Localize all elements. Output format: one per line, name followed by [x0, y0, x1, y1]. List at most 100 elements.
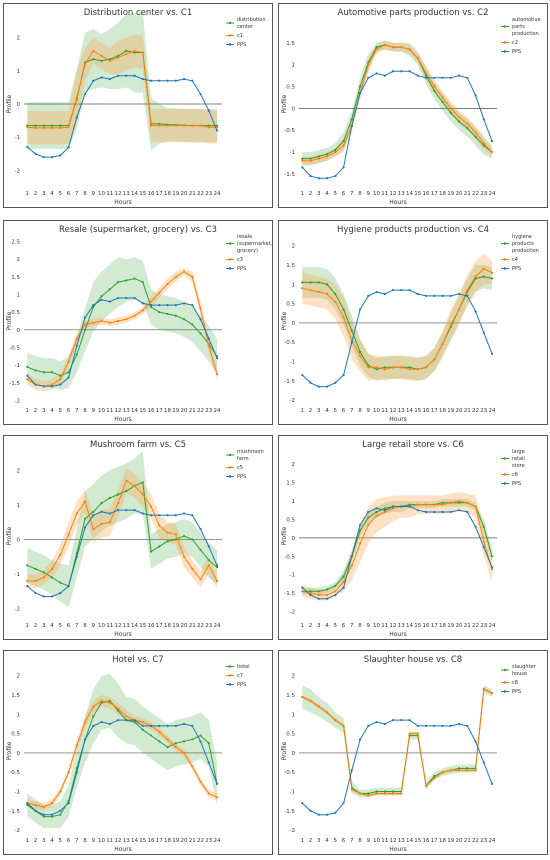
legend-label: automotive	[512, 17, 541, 23]
data-point	[358, 354, 362, 357]
chart-svg: Slaughter house vs. C8-2-1.5-1-0.500.511…	[281, 655, 537, 853]
data-point	[133, 49, 136, 52]
x-tick-label: 10	[373, 191, 380, 197]
data-point	[441, 771, 444, 774]
data-point	[158, 122, 161, 126]
data-point	[350, 788, 353, 791]
data-point	[50, 126, 54, 130]
x-tick-label: 14	[406, 623, 413, 629]
x-tick-label: 21	[189, 408, 196, 414]
x-tick-label: 11	[106, 191, 113, 197]
data-point	[309, 159, 312, 162]
data-point	[75, 555, 78, 558]
data-point	[199, 548, 202, 551]
data-point	[108, 59, 111, 62]
band-green	[302, 265, 492, 381]
data-point	[358, 85, 362, 88]
data-point	[166, 738, 169, 741]
data-point	[466, 289, 469, 292]
data-point	[490, 782, 494, 785]
y-tick-label: -1	[290, 573, 295, 579]
data-point	[149, 305, 153, 308]
data-point	[449, 294, 452, 298]
data-point	[141, 481, 144, 484]
data-point	[141, 493, 144, 496]
data-point	[67, 146, 70, 149]
x-tick-label: 8	[83, 191, 87, 197]
data-point	[416, 509, 419, 512]
x-tick-label: 8	[358, 191, 362, 197]
legend-label: mushroom	[237, 449, 264, 455]
x-tick-label: 20	[181, 191, 188, 197]
data-point	[199, 734, 202, 737]
data-point	[125, 479, 128, 482]
data-point	[34, 369, 37, 372]
legend-label: (supermarket,	[237, 241, 272, 247]
data-point	[325, 588, 329, 591]
data-point	[158, 291, 161, 294]
data-point	[59, 124, 62, 127]
data-point	[125, 49, 128, 52]
data-point	[26, 802, 29, 805]
data-point	[34, 383, 37, 386]
data-point	[207, 126, 210, 129]
chart-title: Automotive parts production vs. C2	[338, 8, 489, 18]
x-tick-label: 18	[164, 191, 171, 197]
series-line-blue	[26, 509, 218, 597]
legend-label: hotel	[237, 664, 250, 670]
chart-svg: Hygiene products production vs. C4 -2 -1.5…	[281, 225, 539, 423]
x-tick-label: 11	[381, 408, 388, 414]
series-line-orange	[27, 479, 218, 582]
y-tick-label: 2	[292, 674, 296, 680]
y-tick-label: -0.5	[284, 554, 295, 560]
x-tick-label: 24	[489, 838, 496, 844]
y-tick-label: -2	[15, 607, 20, 613]
data-point	[391, 46, 395, 49]
x-tick-label: 24	[214, 623, 221, 629]
x-tick-label: 20	[456, 191, 463, 197]
y-axis-label: Profile	[6, 526, 13, 545]
data-point	[301, 586, 304, 589]
x-tick-label: 5	[59, 838, 63, 844]
x-tick-label: 16	[148, 623, 155, 629]
data-point	[391, 289, 395, 292]
data-point	[149, 79, 153, 82]
x-tick-label: 22	[197, 838, 204, 844]
data-point	[474, 94, 477, 97]
chart-panel-mushroom-farm: Mushroom farm vs. C5 -2 -1 0 1 2 1 2 3 4 5 6 7 8 9 10 11…	[3, 435, 273, 640]
legend-label: PPS	[512, 266, 521, 272]
data-point	[466, 724, 469, 728]
x-tick-label: 17	[431, 838, 438, 844]
data-point	[342, 308, 345, 311]
data-point	[125, 489, 128, 493]
x-tick-label: 18	[164, 838, 171, 844]
y-tick-label: 1.5	[286, 41, 295, 47]
legend-item: PPS	[501, 49, 521, 55]
data-point	[50, 815, 54, 818]
data-point	[408, 719, 411, 722]
x-tick-label: 17	[156, 408, 163, 414]
x-tick-label: 14	[406, 191, 413, 197]
data-point	[301, 287, 304, 290]
data-point	[474, 135, 477, 138]
x-tick-label: 12	[390, 191, 397, 197]
data-point	[490, 271, 494, 274]
y-axis-label: Profile	[281, 94, 288, 113]
y-tick-label: 0	[292, 321, 296, 327]
legend-marker	[503, 668, 507, 672]
data-point	[50, 576, 54, 579]
y-tick-label: -2	[15, 168, 20, 174]
legend-item: PPS	[501, 266, 521, 272]
x-tick-label: 23	[480, 838, 487, 844]
x-tick-label: 17	[156, 191, 163, 197]
data-point	[100, 298, 103, 301]
data-point	[67, 802, 70, 805]
data-point	[317, 177, 320, 180]
x-tick-label: 9	[367, 623, 371, 629]
data-point	[116, 74, 120, 77]
data-point	[400, 792, 403, 795]
data-point	[141, 724, 144, 728]
data-point	[342, 144, 345, 147]
x-tick-label: 19	[447, 838, 454, 844]
data-point	[391, 507, 395, 510]
